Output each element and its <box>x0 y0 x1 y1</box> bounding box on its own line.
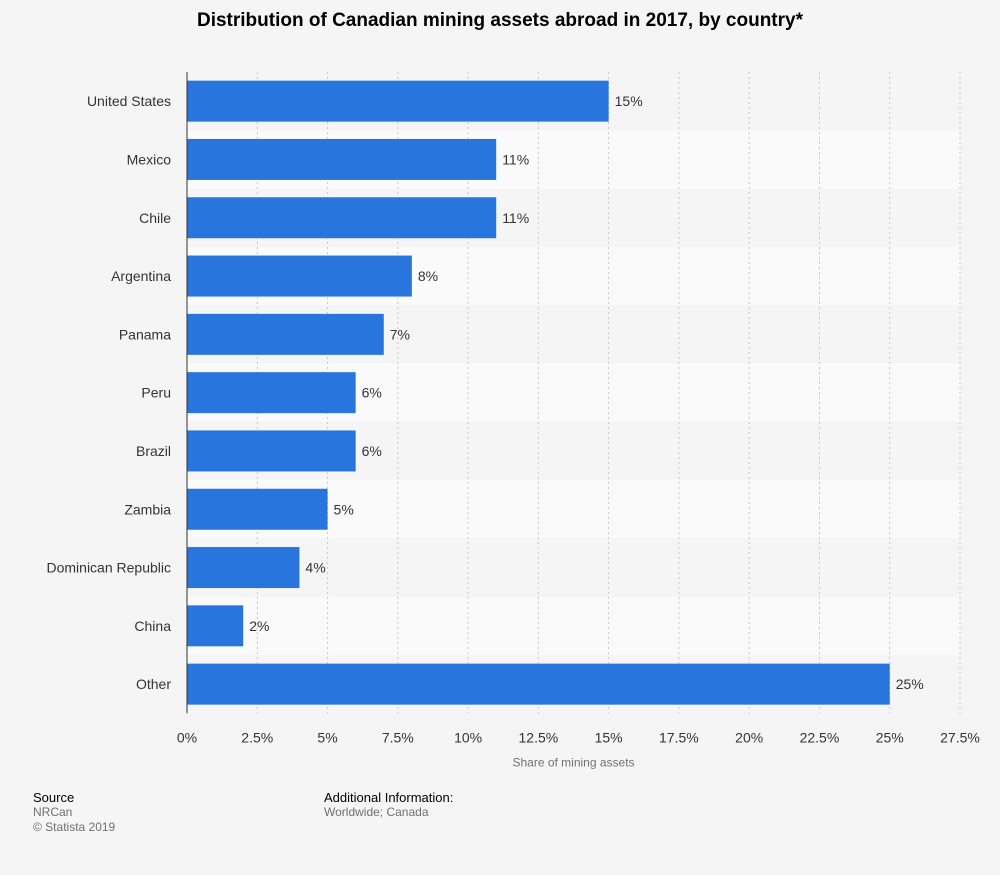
source-block: Source NRCan © Statista 2019 <box>33 790 115 835</box>
row-band <box>187 538 960 597</box>
value-label: 11% <box>502 151 529 167</box>
x-tick-label: 15% <box>595 729 623 745</box>
category-label: Brazil <box>136 443 171 459</box>
category-label: Peru <box>141 385 171 401</box>
value-label: 2% <box>249 618 269 634</box>
source-name: NRCan <box>33 805 73 819</box>
source-heading: Source <box>33 790 75 805</box>
chart-title: Distribution of Canadian mining assets a… <box>196 10 803 31</box>
bars <box>187 80 890 705</box>
copyright-text: © Statista 2019 <box>33 820 116 834</box>
x-tick-label: 20% <box>735 729 763 745</box>
category-label: Zambia <box>124 501 171 517</box>
value-label: 8% <box>418 268 438 284</box>
category-label: Mexico <box>127 151 172 167</box>
bar-chart: United States Mexico Chile Argentina Panama P… <box>46 72 980 769</box>
value-label: 15% <box>615 93 643 109</box>
x-tick-label: 17.5% <box>659 729 699 745</box>
category-label: Chile <box>139 210 171 226</box>
x-tick-label: 0% <box>177 729 197 745</box>
bar <box>187 80 609 122</box>
x-tick-label: 12.5% <box>519 729 559 745</box>
bar <box>187 663 890 705</box>
category-label: Panama <box>119 326 171 342</box>
category-labels: United States Mexico Chile Argentina Panama P… <box>46 93 171 692</box>
x-tick-label: 7.5% <box>382 729 414 745</box>
bar <box>187 197 497 239</box>
value-label: 4% <box>305 560 325 576</box>
additional-info-heading: Additional Information: <box>324 790 454 805</box>
x-tick-label: 5% <box>317 729 337 745</box>
row-band <box>187 596 960 655</box>
value-label: 11% <box>502 210 529 226</box>
value-label: 6% <box>362 385 382 401</box>
value-label: 6% <box>362 443 382 459</box>
category-label: China <box>134 618 171 634</box>
x-tick-label: 22.5% <box>800 729 840 745</box>
x-axis-title: Share of mining assets <box>512 755 634 769</box>
bar <box>187 313 384 355</box>
x-tick-label: 27.5% <box>940 729 980 745</box>
category-label: Dominican Republic <box>46 560 171 576</box>
bar <box>187 138 497 180</box>
bar <box>187 372 356 414</box>
bar <box>187 605 244 647</box>
additional-info-block: Additional Information: Worldwide; Canad… <box>324 790 453 820</box>
x-tick-label: 10% <box>454 729 482 745</box>
category-label: Other <box>136 676 171 692</box>
bar <box>187 255 412 297</box>
x-tick-label: 2.5% <box>241 729 273 745</box>
category-label: United States <box>87 93 171 109</box>
value-labels: 15% 11% 11% 8% 7% 6% 6% 5% 4% 2% 25% <box>249 93 924 692</box>
x-axis-ticks: 0% 2.5% 5% 7.5% 10% 12.5% 15% 17.5% 20% 22.5% 25% 2… <box>177 729 980 745</box>
bar <box>187 430 356 472</box>
value-label: 5% <box>334 501 354 517</box>
x-tick-label: 25% <box>876 729 904 745</box>
additional-info-text: Worldwide; Canada <box>324 805 429 819</box>
category-label: Argentina <box>111 268 171 284</box>
value-label: 25% <box>896 676 924 692</box>
bar <box>187 547 300 589</box>
bar <box>187 488 328 530</box>
value-label: 7% <box>390 326 410 342</box>
